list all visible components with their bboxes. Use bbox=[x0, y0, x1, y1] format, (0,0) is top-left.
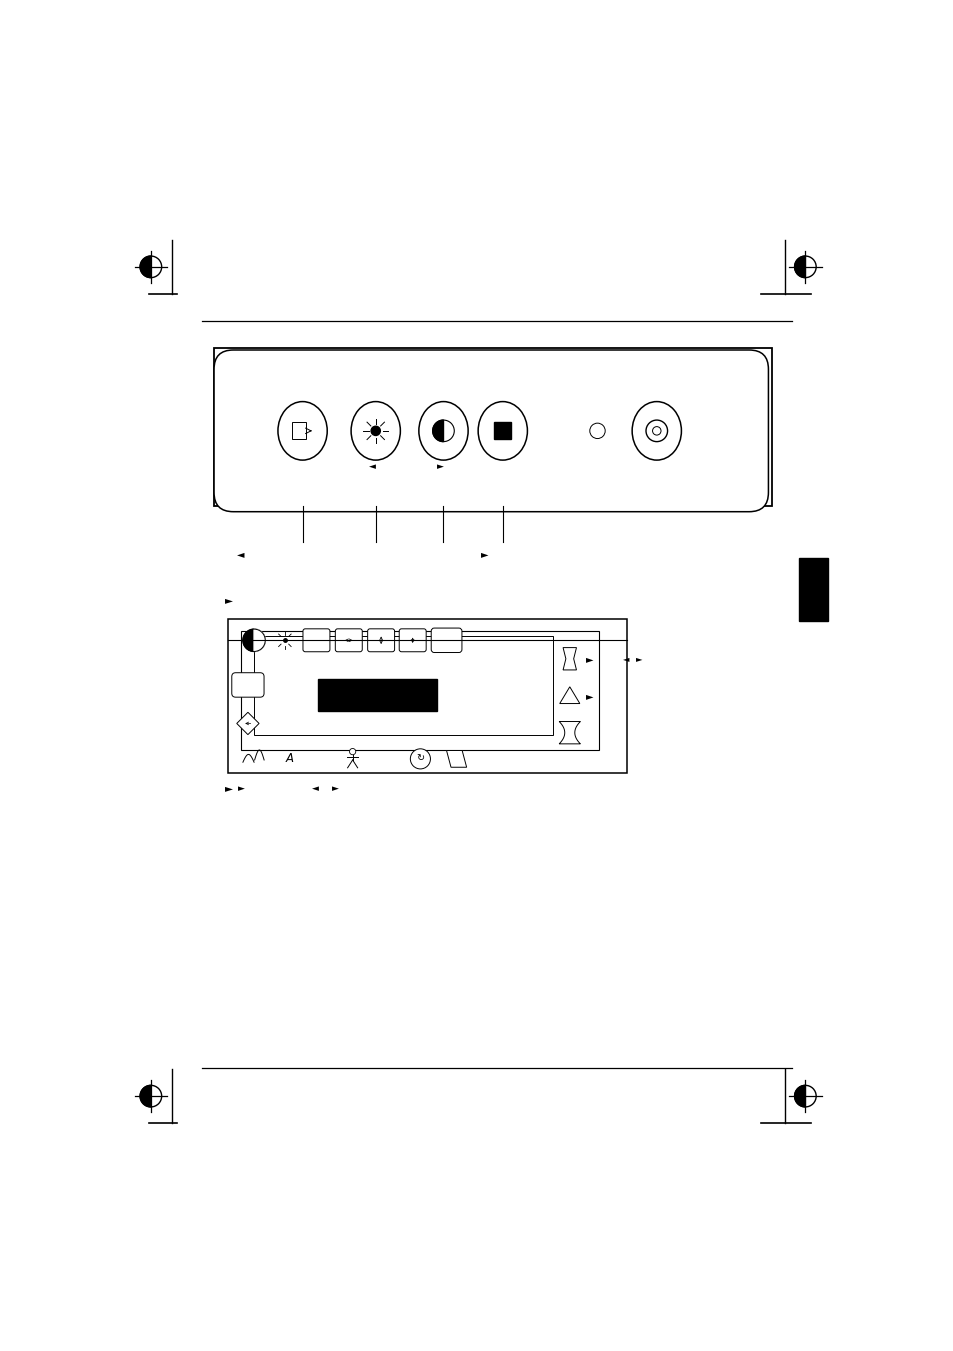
Polygon shape bbox=[794, 257, 804, 277]
Ellipse shape bbox=[351, 401, 400, 461]
Text: ►: ► bbox=[481, 549, 488, 559]
Text: ►: ► bbox=[225, 596, 233, 605]
Ellipse shape bbox=[632, 401, 680, 461]
Circle shape bbox=[410, 748, 430, 769]
FancyBboxPatch shape bbox=[213, 350, 767, 512]
Polygon shape bbox=[794, 1085, 804, 1106]
Polygon shape bbox=[446, 751, 466, 767]
Text: $\mathit{A}$: $\mathit{A}$ bbox=[284, 753, 294, 766]
Text: ►: ► bbox=[225, 784, 233, 793]
Circle shape bbox=[589, 423, 604, 439]
Polygon shape bbox=[236, 712, 259, 735]
Polygon shape bbox=[140, 257, 151, 277]
Bar bbox=[213, 347, 772, 505]
Text: ►: ► bbox=[332, 784, 338, 793]
Bar bbox=[494, 423, 511, 439]
Polygon shape bbox=[559, 686, 579, 704]
Text: ↻: ↻ bbox=[416, 753, 424, 763]
Text: ►: ► bbox=[635, 654, 641, 663]
Circle shape bbox=[349, 748, 355, 755]
Text: ►: ► bbox=[436, 462, 443, 470]
Polygon shape bbox=[558, 721, 579, 744]
Bar bbox=[228, 619, 626, 773]
Circle shape bbox=[243, 630, 265, 651]
FancyBboxPatch shape bbox=[398, 628, 426, 651]
FancyBboxPatch shape bbox=[232, 673, 264, 697]
Text: ►: ► bbox=[237, 784, 244, 793]
Circle shape bbox=[371, 426, 380, 435]
Polygon shape bbox=[140, 1085, 151, 1106]
Text: ◄: ◄ bbox=[369, 462, 375, 470]
Bar bbox=[292, 423, 306, 439]
Bar bbox=[253, 636, 552, 735]
Ellipse shape bbox=[477, 401, 527, 461]
FancyBboxPatch shape bbox=[335, 628, 362, 651]
Ellipse shape bbox=[277, 401, 327, 461]
Text: ►: ► bbox=[585, 654, 593, 663]
Text: ◄: ◄ bbox=[312, 784, 318, 793]
Polygon shape bbox=[562, 647, 576, 670]
FancyBboxPatch shape bbox=[367, 628, 395, 651]
FancyBboxPatch shape bbox=[303, 628, 330, 651]
Text: ►: ► bbox=[585, 690, 593, 701]
Bar bbox=[799, 558, 827, 621]
FancyBboxPatch shape bbox=[433, 628, 459, 651]
Ellipse shape bbox=[418, 401, 468, 461]
Bar bbox=[241, 631, 598, 750]
Text: ◄: ◄ bbox=[237, 549, 245, 559]
Bar bbox=[317, 678, 436, 711]
Polygon shape bbox=[253, 630, 265, 651]
Text: ◄: ◄ bbox=[622, 654, 629, 663]
FancyBboxPatch shape bbox=[431, 628, 461, 653]
Polygon shape bbox=[433, 420, 443, 442]
